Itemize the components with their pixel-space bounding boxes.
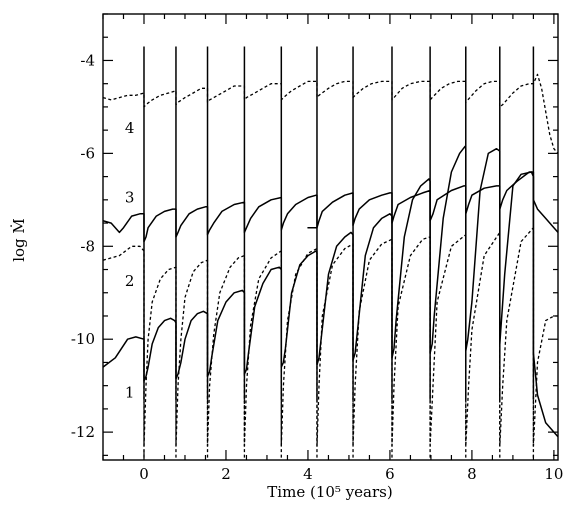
series-layer: [103, 46, 558, 460]
curve-labels: 1 2 3 4: [125, 119, 135, 402]
series-2-line: [103, 227, 558, 447]
series-4-line: [103, 73, 558, 154]
x-tick-label: 0: [139, 465, 149, 483]
curve-label-2: 2: [125, 272, 135, 290]
curve-label-3: 3: [125, 189, 135, 207]
plot-frame: [102, 13, 559, 461]
y-tick-label: -10: [71, 330, 95, 348]
curve-label-4: 4: [125, 119, 135, 137]
x-tick-label: 2: [221, 465, 231, 483]
axis-ticks: 0 2 4 6 8 10 -4 -6 -8 -10 -12: [71, 13, 563, 483]
x-tick-label: 6: [385, 465, 395, 483]
y-axis-label: log Ṁ: [10, 218, 28, 262]
y-tick-label: -8: [80, 237, 95, 255]
y-tick-label: -6: [80, 144, 95, 162]
y-tick-label: -12: [71, 423, 95, 441]
x-tick-label: 8: [467, 465, 477, 483]
curve-label-1: 1: [125, 384, 135, 402]
series-1-line: [103, 145, 558, 438]
x-tick-label: 4: [303, 465, 313, 483]
x-tick-label: 10: [544, 465, 563, 483]
y-tick-label: -4: [80, 51, 95, 69]
x-axis-label: Time (10⁵ years): [267, 483, 392, 501]
series-3-line: [103, 171, 558, 243]
